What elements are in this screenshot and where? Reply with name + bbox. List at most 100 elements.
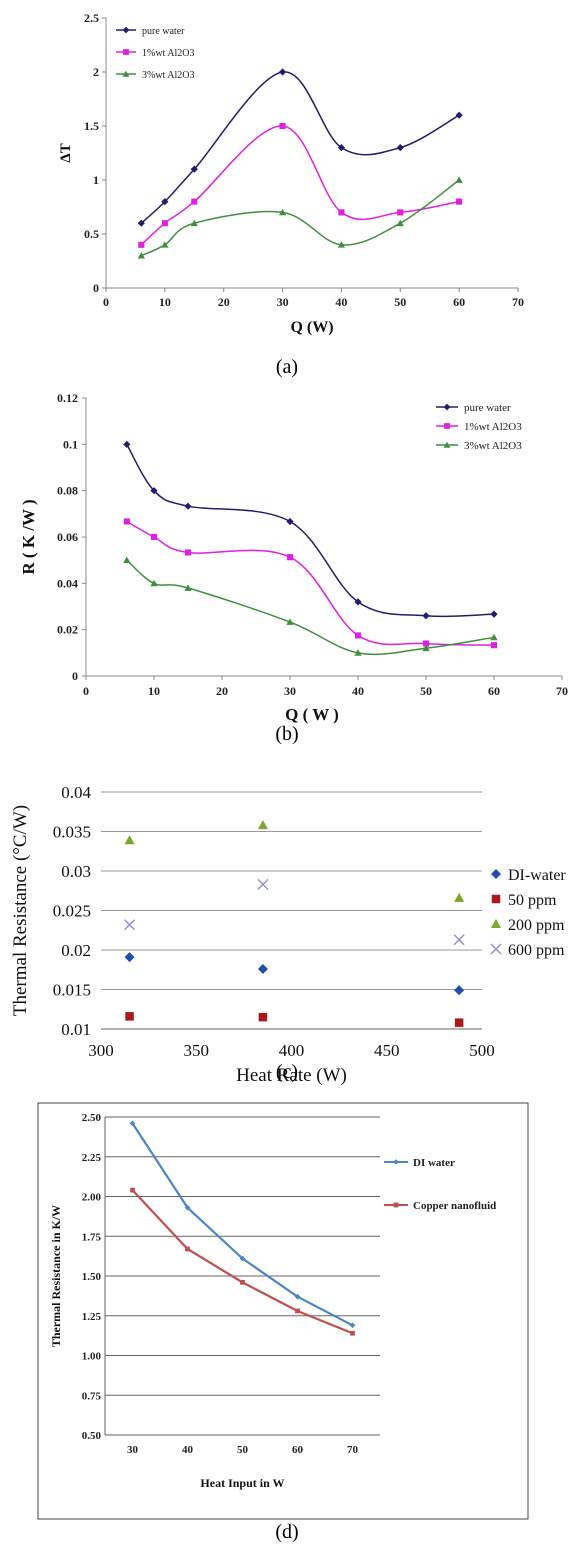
- y-tick-label: 1.5: [84, 119, 99, 133]
- data-point: [184, 1204, 191, 1211]
- chart-d-plot: 0.50 0.75 1.00 1.25 1.50 1.75 2.00 2.25 2.50 30 40…: [37, 1102, 529, 1520]
- data-point: [354, 649, 362, 656]
- data-point: [396, 144, 404, 152]
- data-point: [190, 165, 198, 173]
- data-point: [337, 241, 346, 248]
- data-point: [123, 518, 130, 525]
- x-tick-label: 30: [277, 295, 289, 309]
- x-tick-label: 500: [469, 1041, 495, 1060]
- data-point: [397, 209, 404, 216]
- legend-label: 200 ppm: [508, 917, 565, 934]
- legend-label: DI-water: [508, 867, 566, 884]
- y-tick-label: 1.75: [82, 1231, 102, 1243]
- data-point: [286, 517, 294, 526]
- data-point: [396, 219, 404, 227]
- y-tick-label: 0.75: [82, 1390, 102, 1402]
- data-point: [185, 1246, 190, 1252]
- data-point: [257, 878, 269, 890]
- legend-marker: [491, 894, 501, 904]
- data-point: [184, 502, 192, 510]
- data-point: [455, 176, 463, 183]
- x-tick-label: 50: [237, 1444, 249, 1456]
- x-tick-label: 400: [279, 1041, 305, 1060]
- chart-c-plot: 0.01 0.015 0.02 0.025 0.03 0.035 0.04 300 350 400…: [10, 783, 566, 1086]
- caption-d: (d): [275, 1521, 299, 1543]
- y-tick-label: 0.04: [61, 783, 91, 802]
- y-tick-label: 1.25: [82, 1311, 102, 1323]
- data-point: [124, 919, 136, 931]
- data-point: [129, 1120, 136, 1127]
- y-axis-title: Thermal Resistance (°C/W): [10, 805, 31, 1016]
- y-tick-label: 2.50: [82, 1112, 102, 1124]
- data-point: [161, 198, 169, 206]
- data-point: [454, 985, 465, 996]
- data-point: [294, 1293, 301, 1300]
- data-point: [257, 963, 268, 974]
- y-tick-label: 0.01: [61, 1020, 91, 1039]
- data-point: [161, 220, 168, 227]
- data-point: [453, 934, 465, 946]
- data-point: [490, 642, 498, 649]
- data-point: [161, 241, 169, 248]
- x-tick-label: 70: [556, 684, 568, 698]
- x-axis-title: Q (W): [290, 319, 333, 336]
- y-tick-label: 0.02: [57, 623, 78, 637]
- x-tick-label: 10: [159, 295, 171, 309]
- series-line: [126, 443, 495, 618]
- legend-marker: [122, 70, 130, 77]
- data-point: [279, 122, 286, 130]
- legend-label: 1%wt Al2O3: [142, 48, 195, 59]
- legend-label: 600 ppm: [508, 942, 565, 959]
- data-point: [456, 198, 463, 205]
- legend-label: 3%wt Al2O3: [142, 70, 195, 81]
- data-point: [455, 111, 463, 119]
- data-point: [490, 610, 498, 618]
- data-point: [350, 1330, 355, 1336]
- data-point: [354, 632, 362, 639]
- legend-marker: [123, 49, 129, 55]
- y-tick-label: 1.50: [82, 1271, 102, 1283]
- x-tick-label: 20: [216, 684, 228, 698]
- data-point: [490, 633, 498, 641]
- y-tick-label: 0.5: [84, 227, 99, 241]
- y-tick-label: 0.12: [57, 391, 78, 405]
- data-point: [123, 556, 131, 564]
- legend-label: pure water: [142, 26, 185, 37]
- y-axis-title: Thermal Resistance in K/W: [49, 1205, 63, 1347]
- y-tick-label: 0.08: [57, 484, 78, 498]
- legend-marker: [393, 1202, 399, 1208]
- chart-d-panel: 0.50 0.75 1.00 1.25 1.50 1.75 2.00 2.25 2.50 30 40…: [0, 1098, 574, 1558]
- y-tick-label: 2.5: [84, 11, 99, 25]
- x-tick-label: 60: [488, 684, 500, 698]
- y-tick-label: 0.50: [82, 1430, 102, 1442]
- caption-c: (c): [275, 1061, 299, 1083]
- series-line: [140, 71, 460, 224]
- data-point: [137, 219, 145, 227]
- data-point: [454, 1018, 464, 1027]
- x-tick-label: 70: [347, 1444, 359, 1456]
- data-point: [124, 835, 135, 845]
- data-point: [422, 644, 430, 652]
- data-point: [295, 1308, 300, 1314]
- x-axis-title: Heat Rate (W): [236, 1065, 347, 1086]
- y-axis-title: ΔT: [58, 143, 74, 162]
- legend-label: pure water: [464, 402, 511, 414]
- legend-label: 1%wt Al2O3: [464, 421, 522, 433]
- y-tick-label: 1.00: [82, 1351, 102, 1363]
- data-point: [150, 533, 158, 541]
- legend-label: Copper nanofluid: [413, 1200, 496, 1212]
- caption-a: (a): [275, 356, 299, 378]
- y-tick-label: 0.06: [57, 530, 78, 544]
- caption-b: (b): [275, 723, 299, 745]
- y-tick-label: 2.25: [82, 1152, 102, 1164]
- y-tick-label: 0.1: [63, 437, 78, 451]
- x-tick-label: 350: [184, 1041, 210, 1060]
- chart-b-panel: 0 0.02 0.04 0.06 0.08 0.1 0.12 0 10 20 30 40 50 60 70 Q…: [0, 383, 574, 755]
- x-tick-label: 40: [182, 1444, 194, 1456]
- series-line: [141, 179, 460, 257]
- x-tick-label: 30: [284, 684, 296, 698]
- x-tick-label: 40: [352, 684, 364, 698]
- legend-marker: [443, 441, 451, 448]
- y-axis-title: R ( K /W ): [19, 499, 38, 574]
- data-point: [190, 219, 198, 227]
